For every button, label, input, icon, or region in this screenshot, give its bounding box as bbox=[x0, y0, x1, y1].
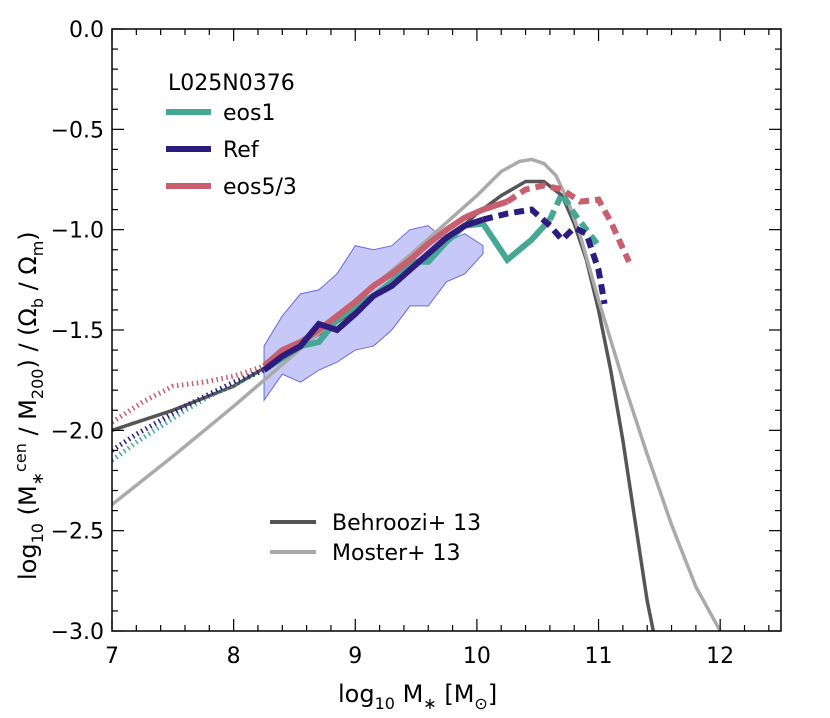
legend-top: L025N0376 eos1 Ref eos5/3 bbox=[166, 71, 297, 200]
y-tick-label: −3.0 bbox=[51, 620, 104, 645]
x-tick-label: 9 bbox=[348, 644, 362, 669]
plot-area bbox=[112, 157, 722, 631]
x-tick-label: 12 bbox=[706, 644, 734, 669]
x-tick-label: 8 bbox=[227, 644, 241, 669]
plot-layer bbox=[112, 157, 722, 631]
ref-dashed-line bbox=[482, 206, 608, 305]
legend-title: L025N0376 bbox=[168, 71, 295, 96]
eos1-dotted-line bbox=[112, 367, 266, 463]
svg-text:log10 M∗ [M⊙]: log10 M∗ [M⊙] bbox=[338, 680, 497, 713]
x-tick-label: 10 bbox=[463, 644, 491, 669]
y-tick-label: −2.5 bbox=[51, 520, 104, 545]
y-tick-label: 0.0 bbox=[69, 18, 104, 43]
y-tick-label: −0.5 bbox=[51, 118, 104, 143]
svg-text:log10 (M∗cen / M200) / (Ωb / Ω: log10 (M∗cen / M200) / (Ωb / Ωm) bbox=[11, 231, 47, 580]
x-tick-label: 11 bbox=[585, 644, 613, 669]
legend-label-ref: Ref bbox=[223, 138, 260, 163]
y-tick-label: −1.5 bbox=[51, 319, 104, 344]
ref-solid-line bbox=[262, 216, 484, 373]
eos1-solid-line bbox=[262, 217, 553, 373]
legend-label-behroozi: Behroozi+ 13 bbox=[332, 511, 481, 536]
y-tick-label: −1.0 bbox=[51, 219, 104, 244]
y-axis-label: log10 (M∗cen / M200) / (Ωb / Ωm) bbox=[11, 231, 47, 580]
x-axis-label: log10 M∗ [M⊙] bbox=[338, 680, 497, 713]
ref-scatter-band bbox=[263, 225, 484, 402]
eos53-dashed-line bbox=[505, 182, 632, 264]
legend-label-moster: Moster+ 13 bbox=[332, 541, 461, 566]
legend-label-eos1: eos1 bbox=[223, 101, 275, 126]
ref-dotted-line bbox=[112, 367, 265, 453]
legend-label-eos53: eos5/3 bbox=[223, 175, 297, 200]
y-tick-label: −2.0 bbox=[51, 419, 104, 444]
axes-layer: 7 8 9 10 11 12 0.0 −0.5 −1.0 −1.5 −2.0 −2.5 −3.0 bbox=[51, 18, 782, 669]
legend-bottom: Behroozi+ 13 Moster+ 13 bbox=[270, 511, 481, 566]
eos53-dotted-line bbox=[112, 363, 265, 425]
x-tick-label: 7 bbox=[105, 644, 119, 669]
eos1-dashed-line bbox=[547, 187, 601, 248]
